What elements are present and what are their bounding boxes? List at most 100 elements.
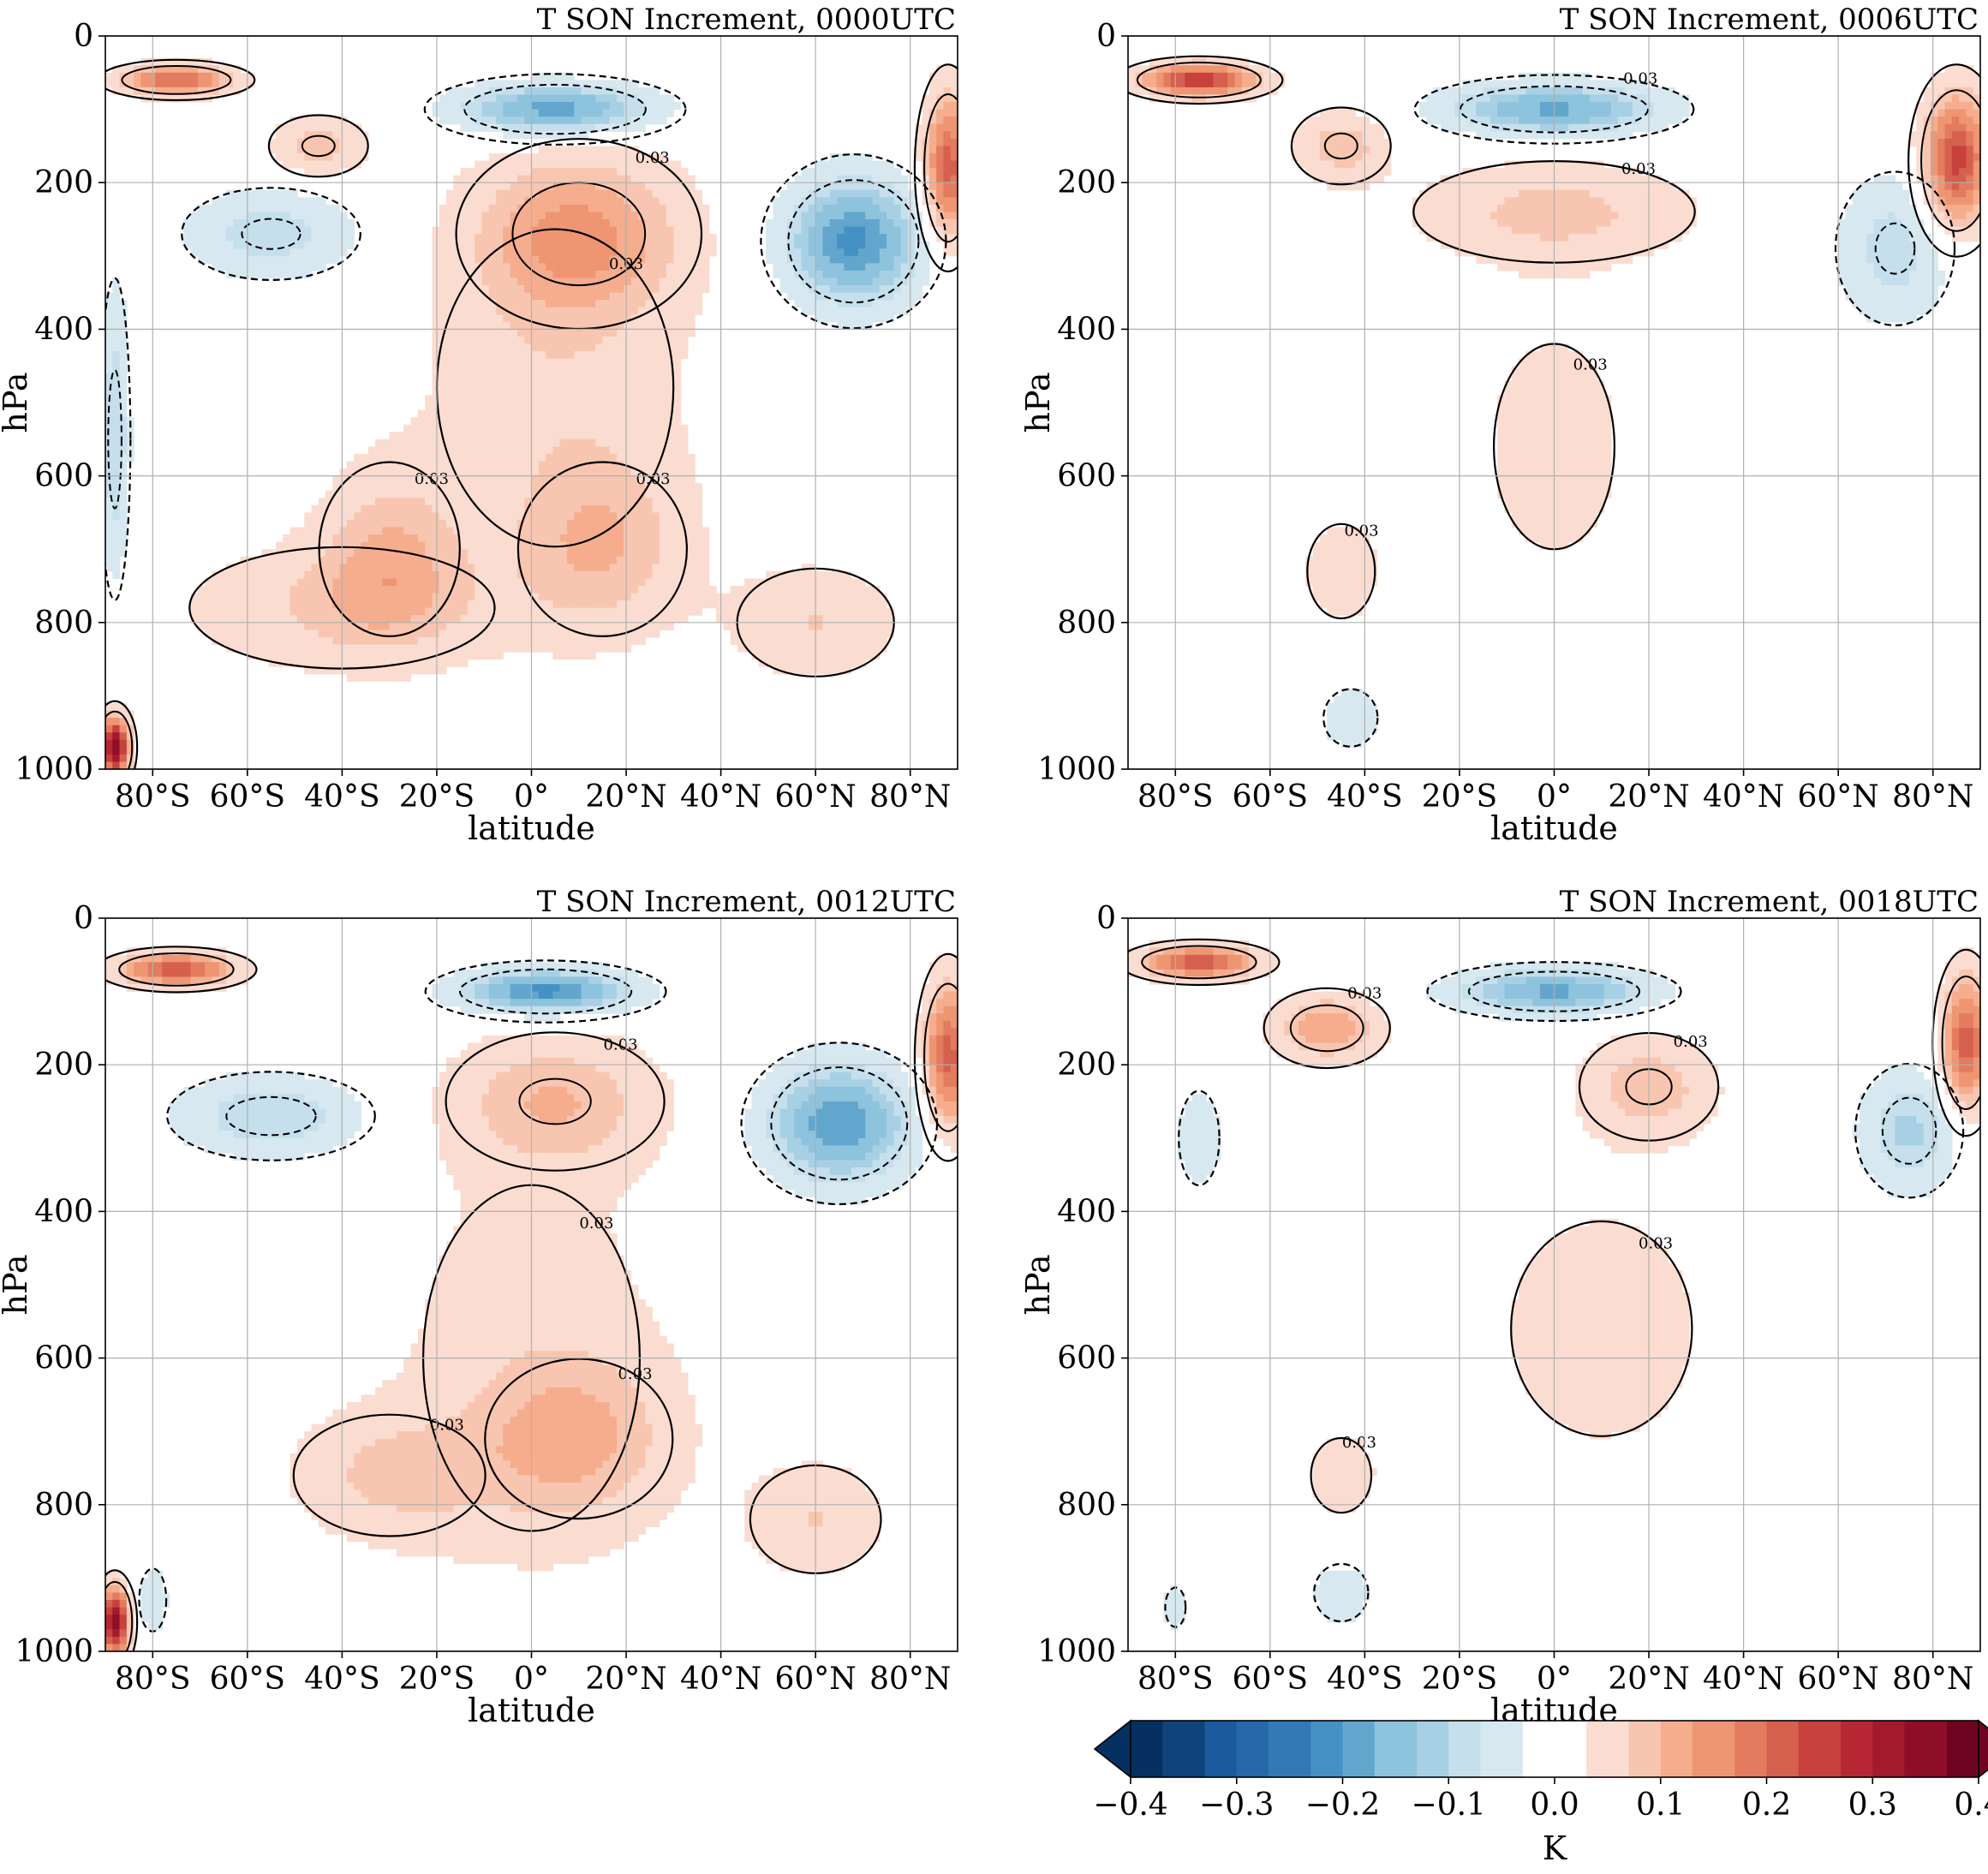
x-tick-label: 20°N <box>585 779 666 815</box>
colorbar-segment <box>1946 1721 1979 1777</box>
y-axis-label: hPa <box>0 373 34 433</box>
colorbar-segment <box>1310 1721 1344 1777</box>
contour-label: 0.03 <box>1573 355 1608 373</box>
y-axis-label: hPa <box>1019 373 1057 433</box>
contour-line <box>923 93 958 243</box>
contour-line <box>181 187 361 282</box>
panel-2: 0.03 0.03 0.03 -0.03 80°S 60°S 40°S 20°S 0° 20°N 4… <box>1019 3 1981 847</box>
contour-line <box>1290 106 1392 186</box>
contour-line <box>1128 55 1284 105</box>
x-tick-label: 80°S <box>115 779 190 815</box>
contour-line <box>105 58 256 102</box>
y-tick-label: 1000 <box>1037 1634 1116 1669</box>
colorbar-segment <box>1628 1721 1662 1777</box>
colorbar-segment <box>1448 1721 1481 1777</box>
x-tick-label: 0° <box>514 779 549 815</box>
x-tick-label: 60°S <box>1233 779 1308 815</box>
panel-title: T SON Increment, 0012UTC <box>537 885 956 919</box>
y-tick-label: 800 <box>34 1488 93 1523</box>
contour-line <box>1313 1562 1370 1623</box>
colorbar-tick-label: 0.0 <box>1530 1787 1579 1823</box>
y-tick-label: 200 <box>34 165 93 200</box>
y-tick-label: 200 <box>34 1047 93 1083</box>
panel-title: T SON Increment, 0000UTC <box>537 3 956 37</box>
contour-line <box>121 65 232 95</box>
x-tick-label: 80°N <box>1892 1662 1973 1697</box>
contour-line <box>1907 63 1980 258</box>
x-tick-label: 60°N <box>1798 779 1879 815</box>
y-tick-label: 400 <box>1057 1194 1116 1229</box>
y-tick-label: 800 <box>1057 606 1116 641</box>
colorbar-segment <box>1872 1721 1905 1777</box>
contour-line <box>107 368 122 510</box>
colorbar-segment <box>1236 1721 1269 1777</box>
y-tick-label: 200 <box>1057 165 1116 200</box>
x-tick-label: 60°N <box>775 1662 857 1697</box>
x-tick-label: 40°N <box>680 1662 761 1697</box>
panel-3: 0.03 0.03 0.03 0.03 80°S 60°S 40°S 20°S 0° 20°N 40… <box>0 885 958 1729</box>
contour-line <box>292 1413 487 1537</box>
y-tick-label: 0 <box>1096 19 1116 54</box>
colorbar-tick-label: −0.1 <box>1412 1787 1486 1823</box>
x-tick-label: 40°S <box>304 1662 379 1697</box>
panel-title: T SON Increment, 0006UTC <box>1560 3 1979 37</box>
x-tick-label: 0° <box>1537 779 1572 815</box>
x-tick-label: 80°S <box>1137 1662 1213 1697</box>
colorbar-tick-label: 0.1 <box>1636 1787 1685 1823</box>
contour-line <box>1854 1062 1965 1199</box>
contour-label: 0.03 <box>1342 1434 1376 1452</box>
x-tick-label: 60°S <box>1233 1662 1308 1697</box>
colorbar-segment <box>1586 1721 1630 1777</box>
x-tick-label: 20°N <box>585 1662 666 1697</box>
x-tick-label: 40°N <box>1703 1662 1784 1697</box>
contour-line <box>1306 522 1376 620</box>
contour-line <box>1920 89 1980 232</box>
contour-line <box>301 134 336 158</box>
colorbar-segment <box>1342 1721 1376 1777</box>
contour-line <box>225 1095 317 1137</box>
x-tick-label: 40°N <box>1703 779 1784 815</box>
contour-line <box>105 700 139 769</box>
x-axis-label: latitude <box>1490 809 1618 847</box>
x-tick-label: 80°N <box>869 779 951 815</box>
contour-line <box>267 114 369 178</box>
contour-line <box>445 1031 666 1172</box>
y-tick-label: 400 <box>1057 312 1116 347</box>
x-tick-label: 60°S <box>210 1662 285 1697</box>
y-tick-label: 1000 <box>15 752 93 787</box>
contour-line <box>1874 222 1916 275</box>
x-tick-label: 20°S <box>399 1662 475 1697</box>
contour-line <box>516 461 689 637</box>
colorbar-tick-label: −0.2 <box>1305 1787 1380 1823</box>
contour-line <box>1141 945 1257 980</box>
colorbar-label: K <box>1543 1829 1567 1867</box>
contour-line <box>318 461 461 637</box>
colorbar-segment <box>1204 1721 1238 1777</box>
contour-line <box>459 968 633 1015</box>
y-tick-label: 400 <box>34 1194 93 1229</box>
y-tick-label: 800 <box>1057 1488 1116 1523</box>
contour-label: 0.03 <box>1621 160 1656 178</box>
contour-line <box>241 218 301 250</box>
colorbar-tick-label: −0.3 <box>1199 1787 1274 1823</box>
x-tick-label: 20°S <box>399 779 475 815</box>
contour-line <box>1263 987 1391 1070</box>
colorbar-segment <box>1798 1721 1842 1777</box>
colorbar-extend-max <box>1978 1719 1988 1779</box>
contour-label: 0.03 <box>415 470 449 488</box>
x-tick-label: 20°N <box>1608 1662 1689 1697</box>
contour-line <box>423 73 687 146</box>
colorbar-segment <box>1766 1721 1800 1777</box>
contour-line <box>1136 62 1262 98</box>
y-tick-label: 800 <box>34 606 93 641</box>
grid <box>105 35 958 770</box>
y-tick-label: 0 <box>74 19 93 54</box>
y-tick-label: 200 <box>1057 1047 1116 1083</box>
y-axis-label: hPa <box>1019 1255 1057 1316</box>
contour-line <box>105 946 258 994</box>
contour-line <box>105 710 134 769</box>
colorbar-segment <box>1841 1721 1873 1777</box>
contour-line <box>1178 1089 1221 1187</box>
